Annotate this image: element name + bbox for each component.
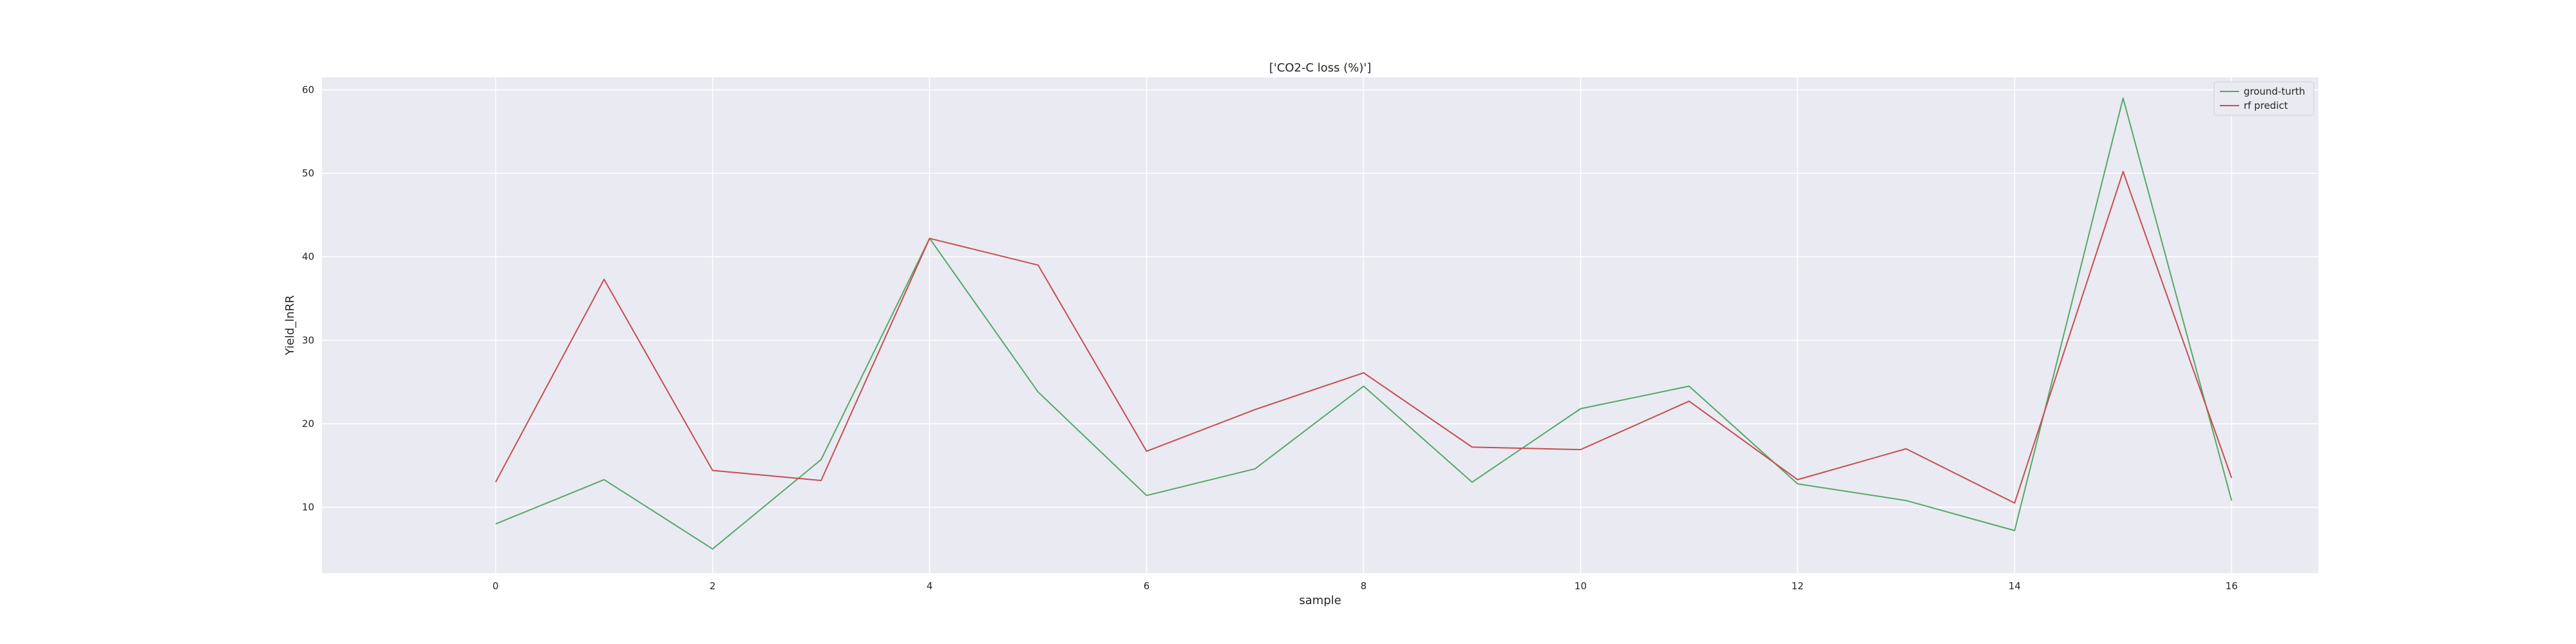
x-tick-labels: 0 2 4 6 8 10 12 14 16: [493, 580, 2238, 592]
x-tick-label: 2: [710, 580, 716, 592]
y-tick-label: 40: [302, 251, 314, 263]
legend: ground-turth rf predict: [2213, 81, 2315, 116]
x-tick-label: 0: [493, 580, 499, 592]
y-tick-label: 10: [302, 502, 314, 513]
x-tick-label: 8: [1361, 580, 1367, 592]
y-tick-label: 30: [302, 334, 314, 346]
y-tick-label: 50: [302, 167, 314, 179]
y-tick-label: 20: [302, 418, 314, 430]
chart-title: ['CO2-C loss (%)']: [1269, 61, 1372, 75]
x-tick-label: 6: [1144, 580, 1150, 592]
series-lines: [495, 97, 2233, 550]
legend-label-ground-turth: ground-turth: [2244, 86, 2305, 97]
x-tick-label: 4: [927, 580, 933, 592]
x-tick-label: 14: [2009, 580, 2021, 592]
grid: [322, 77, 2318, 573]
x-tick-label: 16: [2226, 580, 2238, 592]
legend-label-rf-predict: rf predict: [2244, 100, 2288, 111]
y-tick-label: 60: [302, 84, 314, 95]
y-axis-label: Yield_lnRR: [283, 295, 297, 355]
legend-box: [2213, 81, 2315, 116]
x-tick-label: 10: [1575, 580, 1587, 592]
y-tick-labels: 10 20 30 40 50 60: [302, 84, 314, 513]
plot-area: [322, 77, 2318, 573]
x-axis-label: sample: [1299, 594, 1341, 607]
x-tick-label: 12: [1792, 580, 1804, 592]
